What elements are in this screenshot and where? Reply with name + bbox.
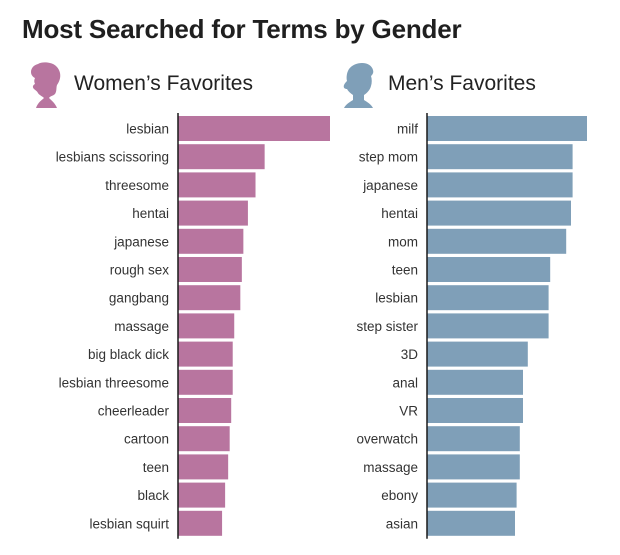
women-bar [178, 200, 248, 226]
men-category-label: lesbian [375, 291, 418, 306]
men-bar-chart: milf step mom japanese hentai mom teen lesbian… [356, 113, 587, 539]
women-bar [178, 369, 233, 395]
men-category-label: step mom [359, 150, 418, 165]
men-bar [427, 228, 567, 254]
women-bar [178, 341, 233, 367]
men-category-label: milf [397, 122, 418, 137]
women-category-label: black [137, 488, 169, 503]
women-category-label: cheerleader [98, 404, 170, 419]
women-category-label: threesome [105, 178, 169, 193]
men-bar [427, 510, 515, 536]
men-bar [427, 200, 571, 226]
women-panel-header: Women’s Favorites [22, 60, 302, 110]
women-bar [178, 313, 235, 339]
women-category-label: hentai [132, 206, 169, 221]
men-bar [427, 144, 573, 170]
women-bar [178, 257, 242, 282]
men-category-label: hentai [381, 206, 418, 221]
women-bar [178, 116, 330, 141]
women-bar [178, 454, 229, 480]
women-category-label: gangbang [109, 291, 169, 306]
women-category-label: cartoon [124, 432, 169, 447]
men-category-label: ebony [381, 488, 418, 503]
women-bar [178, 426, 230, 452]
women-bar [178, 228, 244, 254]
man-silhouette-icon [343, 63, 374, 108]
men-category-label: overwatch [356, 432, 418, 447]
women-bar [178, 285, 241, 311]
men-category-label: japanese [362, 178, 418, 193]
women-bar-chart: lesbian lesbians scissoring threesome henta… [56, 113, 330, 539]
women-category-label: lesbian squirt [89, 516, 169, 531]
women-heading: Women’s Favorites [74, 72, 253, 95]
men-bar [427, 341, 528, 367]
men-bar [427, 454, 520, 480]
women-category-label: lesbian threesome [59, 375, 169, 390]
women-category-label: teen [143, 460, 169, 475]
men-category-label: VR [399, 404, 418, 419]
men-bar [427, 398, 523, 423]
men-bar [427, 257, 551, 282]
men-bar [427, 313, 549, 339]
men-heading: Men’s Favorites [388, 72, 536, 95]
women-bar [178, 398, 232, 423]
men-bar [427, 116, 587, 141]
women-category-label: lesbian [126, 122, 169, 137]
men-bar [427, 369, 523, 395]
men-category-label: step sister [356, 319, 418, 334]
woman-silhouette-icon [31, 62, 61, 108]
men-bar [427, 426, 520, 452]
men-category-label: mom [388, 234, 418, 249]
women-category-label: big black dick [88, 347, 169, 362]
women-bar [178, 510, 223, 536]
men-bar [427, 285, 549, 311]
chart-title: Most Searched for Terms by Gender [22, 14, 462, 44]
men-category-label: anal [392, 375, 418, 390]
women-bar [178, 482, 226, 508]
women-bar [178, 172, 256, 198]
women-category-label: lesbians scissoring [56, 150, 169, 165]
men-bar [427, 482, 517, 508]
men-category-label: teen [392, 263, 418, 278]
women-bar [178, 144, 265, 170]
men-category-label: massage [363, 460, 418, 475]
men-category-label: 3D [401, 347, 419, 362]
women-category-label: japanese [113, 234, 169, 249]
men-bar [427, 172, 573, 198]
men-category-label: asian [386, 516, 418, 531]
women-category-label: rough sex [110, 263, 170, 278]
men-panel-header: Men’s Favorites [336, 60, 596, 110]
women-category-label: massage [114, 319, 169, 334]
